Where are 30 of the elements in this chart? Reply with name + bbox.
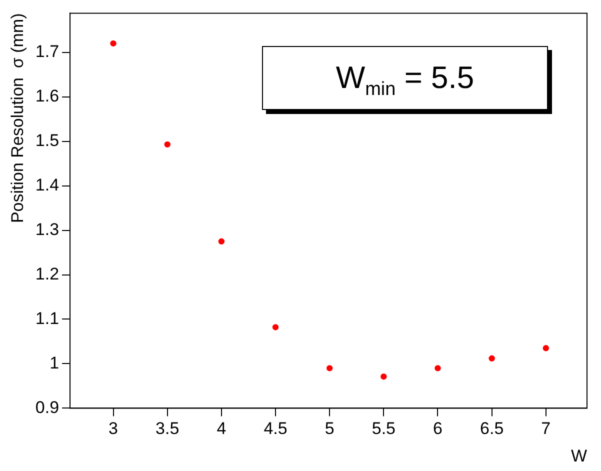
x-tick-label: 6 (433, 419, 442, 438)
x-tick-label: 5 (324, 419, 334, 438)
point (542, 345, 549, 352)
x-tick-label: 5.5 (372, 419, 396, 438)
y-tick-label: 1.2 (35, 264, 60, 284)
point (110, 40, 116, 47)
x-tick-label: 6.5 (480, 419, 504, 438)
y-tick-label: 1.7 (35, 42, 60, 62)
point (326, 365, 333, 372)
point (488, 355, 495, 362)
point (380, 374, 387, 380)
y-tick-label: 1.3 (35, 220, 60, 239)
annotation: W$_{min}$ = 5.5 (336, 60, 474, 100)
point (272, 324, 279, 330)
x-tick-label: 4 (216, 419, 226, 438)
y-tick-label: 0.9 (35, 398, 60, 417)
y-tick-label: 1.4 (35, 175, 60, 194)
point (164, 141, 170, 148)
y-tick-label: 1.1 (35, 308, 60, 328)
y-tick-label: 1 (50, 353, 60, 372)
point (434, 365, 441, 372)
x-axis-title: W (570, 446, 587, 466)
x-tick-label: 3 (108, 419, 118, 438)
x-tick-label: 4.5 (264, 419, 288, 438)
y-tick-label: 1.6 (35, 86, 60, 106)
y-axis-title: Position Resolution σ (mm) (8, 13, 27, 224)
y-tick-label: 1.5 (35, 130, 60, 150)
point (218, 238, 225, 244)
x-tick-label: 3.5 (156, 419, 180, 438)
x-tick-label: 7 (541, 419, 551, 438)
